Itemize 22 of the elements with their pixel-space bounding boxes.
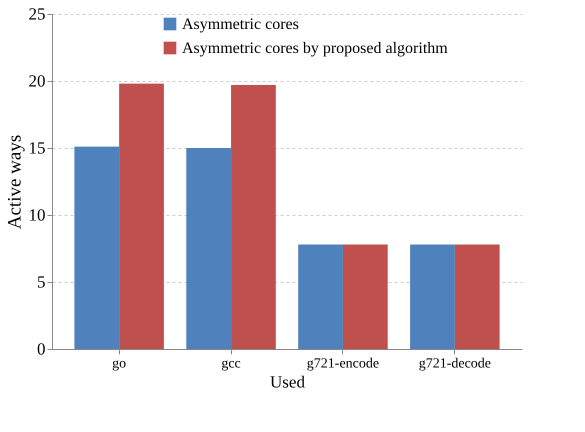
y-tick-label: 20 [28, 72, 46, 90]
bar [186, 148, 232, 349]
y-tick-label: 10 [28, 206, 46, 224]
y-tick-label: 15 [28, 138, 46, 158]
x-tick-label: g721-decode [418, 356, 492, 372]
y-axis-title: Active ways [4, 134, 26, 230]
bar [74, 146, 120, 349]
x-axis-title: Used [270, 372, 306, 392]
bar [298, 244, 343, 349]
legend-label: Asymmetric cores [182, 16, 299, 33]
y-tick-label: 5 [37, 272, 46, 292]
x-tick-label: g721-encode [306, 356, 380, 372]
bar [119, 84, 164, 349]
bar [231, 85, 276, 349]
legend-label: Asymmetric cores by proposed algorithm [182, 40, 448, 57]
bar [410, 244, 455, 349]
bar [342, 244, 388, 349]
y-tick-label: 25 [28, 4, 46, 24]
y-tick-label: 0 [37, 340, 46, 358]
x-tick-label: go [112, 356, 126, 372]
x-tick-label: gcc [221, 356, 241, 372]
bar [454, 244, 500, 349]
